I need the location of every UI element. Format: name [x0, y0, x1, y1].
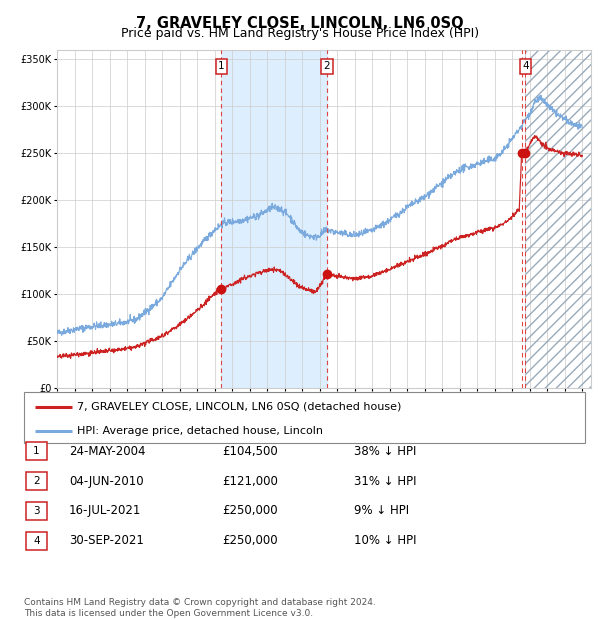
Text: 10% ↓ HPI: 10% ↓ HPI [354, 534, 416, 547]
Text: £250,000: £250,000 [222, 505, 278, 517]
Text: 2: 2 [323, 61, 330, 71]
Text: 1: 1 [33, 446, 40, 456]
FancyBboxPatch shape [26, 531, 47, 550]
FancyBboxPatch shape [26, 472, 47, 490]
Bar [221, 50, 327, 388]
Text: £121,000: £121,000 [222, 475, 278, 487]
Text: 16-JUL-2021: 16-JUL-2021 [69, 505, 142, 517]
Text: 38% ↓ HPI: 38% ↓ HPI [354, 445, 416, 458]
FancyBboxPatch shape [26, 442, 47, 461]
FancyBboxPatch shape [26, 502, 47, 520]
Text: 1: 1 [218, 61, 225, 71]
FancyBboxPatch shape [24, 392, 585, 443]
Text: £250,000: £250,000 [222, 534, 278, 547]
Text: 4: 4 [522, 61, 529, 71]
Text: HPI: Average price, detached house, Lincoln: HPI: Average price, detached house, Linc… [77, 425, 323, 436]
Text: Price paid vs. HM Land Registry's House Price Index (HPI): Price paid vs. HM Land Registry's House … [121, 27, 479, 40]
Bar [526, 50, 591, 388]
Text: 4: 4 [33, 536, 40, 546]
Text: 7, GRAVELEY CLOSE, LINCOLN, LN6 0SQ: 7, GRAVELEY CLOSE, LINCOLN, LN6 0SQ [136, 16, 464, 30]
Text: 3: 3 [33, 506, 40, 516]
Text: 9% ↓ HPI: 9% ↓ HPI [354, 505, 409, 517]
Text: 31% ↓ HPI: 31% ↓ HPI [354, 475, 416, 487]
Text: 2: 2 [33, 476, 40, 486]
Bar [526, 50, 591, 388]
Text: 24-MAY-2004: 24-MAY-2004 [69, 445, 146, 458]
Text: 04-JUN-2010: 04-JUN-2010 [69, 475, 143, 487]
Text: Contains HM Land Registry data © Crown copyright and database right 2024.
This d: Contains HM Land Registry data © Crown c… [24, 598, 376, 618]
Text: £104,500: £104,500 [222, 445, 278, 458]
Text: 30-SEP-2021: 30-SEP-2021 [69, 534, 144, 547]
Text: 7, GRAVELEY CLOSE, LINCOLN, LN6 0SQ (detached house): 7, GRAVELEY CLOSE, LINCOLN, LN6 0SQ (det… [77, 402, 401, 412]
